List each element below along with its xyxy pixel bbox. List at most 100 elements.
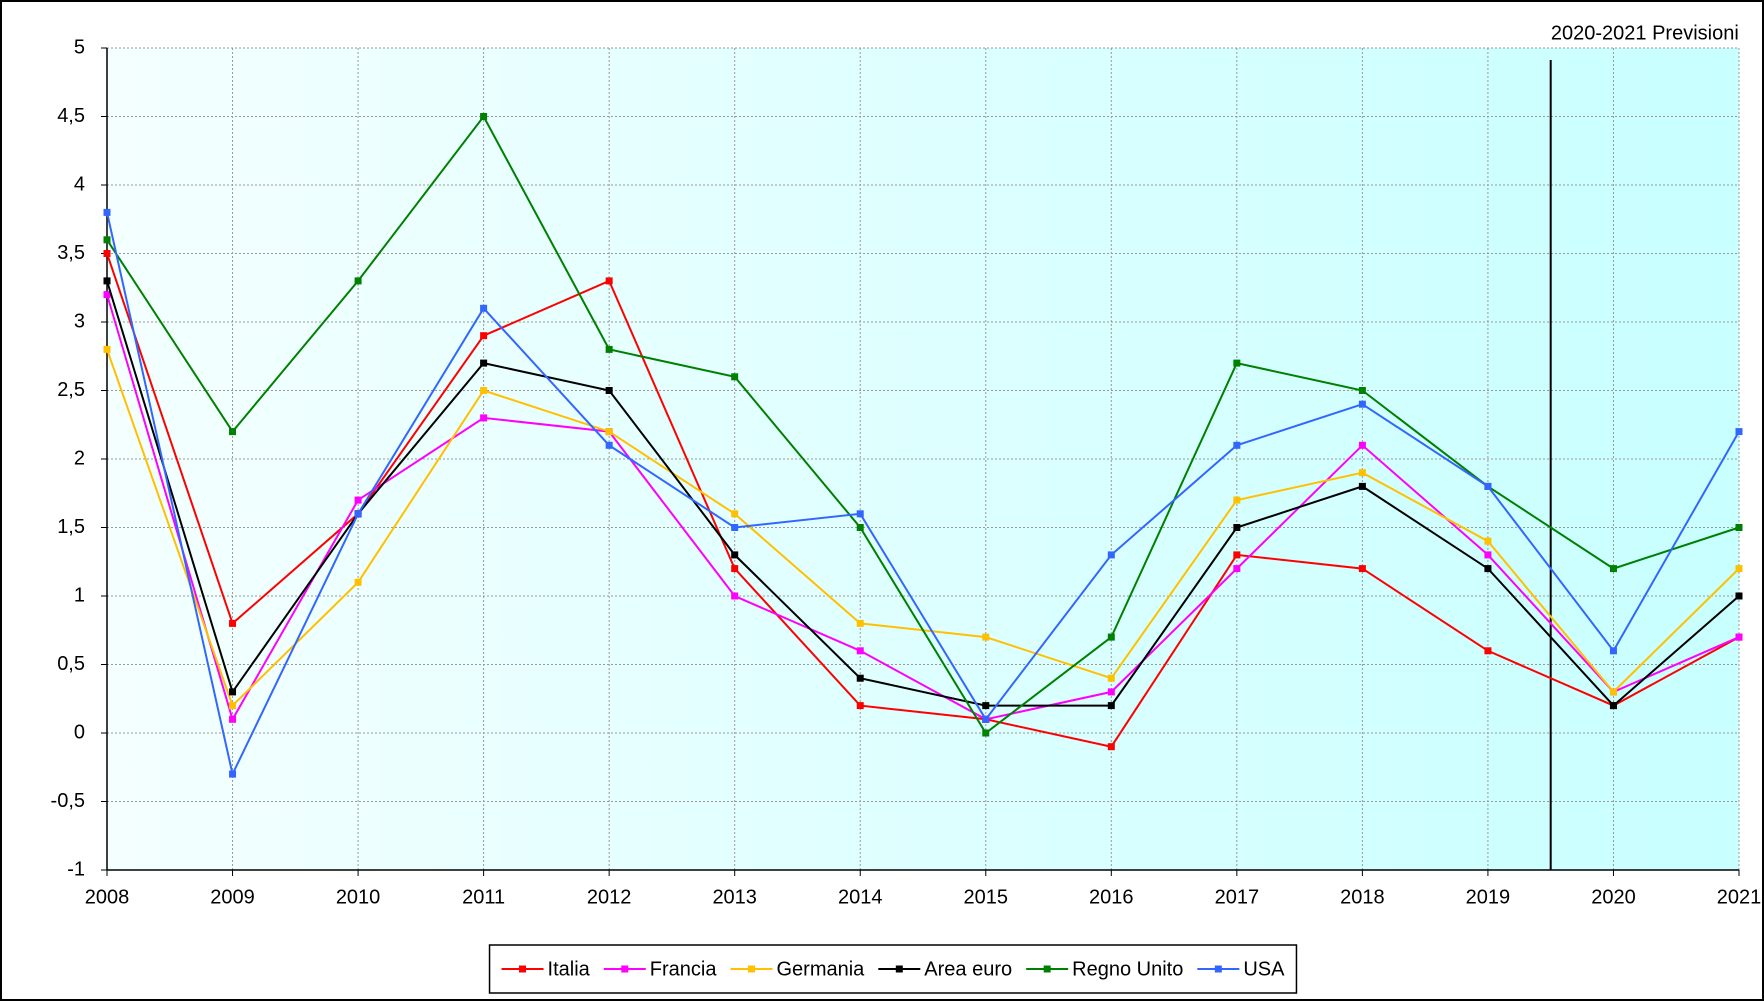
legend-item: Italia [501,958,591,980]
series-line [106,294,1740,722]
series-line [106,253,1740,748]
data-point [1233,524,1241,531]
data-point [480,414,488,422]
data-point [856,674,864,682]
data-point [1609,688,1617,696]
data-point [1107,633,1115,641]
data-point [1233,551,1241,559]
data-point [1484,647,1492,655]
data-point [229,428,237,436]
legend-label: Regno Unito [1072,958,1183,980]
data-point [1735,592,1743,600]
x-tick-label: 2018 [1340,886,1385,908]
data-point [1735,524,1743,531]
data-point [1358,441,1366,449]
data-point [856,702,864,710]
x-tick-label: 2015 [964,886,1009,908]
data-point [731,524,739,531]
data-point [982,729,990,737]
data-point [856,510,864,518]
data-point [229,715,237,723]
data-point [731,565,739,573]
data-point [605,428,613,436]
y-tick-label: 3 [74,310,85,332]
data-point [731,551,739,559]
data-point [605,277,613,285]
series-line [106,114,1740,735]
legend-item: Area euro [878,958,1012,980]
data-point [982,633,990,641]
data-point [103,291,111,299]
x-tick-label: 2009 [210,886,255,908]
y-tick-label: -1 [67,858,85,880]
legend-marker [1214,965,1222,973]
data-point [480,359,488,367]
data-point [1609,565,1617,573]
data-point [982,702,990,710]
data-point [1735,428,1743,436]
data-point [103,277,111,285]
x-tick-label: 2016 [1089,886,1134,908]
data-point [1107,551,1115,559]
legend-item: Regno Unito [1026,958,1183,980]
legend-item: Francia [603,958,718,980]
data-point [354,578,362,586]
data-point [1484,565,1492,573]
data-point [1107,674,1115,682]
data-point [354,496,362,504]
x-tick-label: 2012 [587,886,632,908]
x-tick-label: 2013 [712,886,757,908]
annotation: 2020-2021 Previsioni [1551,22,1739,44]
x-tick-label: 2014 [838,886,883,908]
legend-marker [1043,965,1051,973]
y-tick-label: 4,5 [57,105,85,127]
data-point [1484,537,1492,545]
y-tick-label: 0,5 [57,653,85,675]
legend-label: Italia [548,958,591,980]
data-point [354,277,362,285]
x-tick-label: 2021 [1717,886,1762,908]
legend-item: Germania [730,958,865,980]
data-point [1358,387,1366,394]
data-point [1609,647,1617,655]
data-point [731,373,739,381]
data-point [1484,482,1492,490]
data-point [605,441,613,449]
legend: Italia Francia Germania Area euro Regno Unit… [488,944,1298,994]
x-tick-label: 2010 [336,886,381,908]
data-point [103,236,111,244]
x-tick-label: 2008 [85,886,130,908]
data-point [1735,565,1743,573]
legend-label: Francia [650,958,718,980]
data-point [103,250,111,257]
data-point [1233,359,1241,367]
y-tick-label: 1 [74,584,85,606]
data-point [229,770,237,778]
series-line [106,280,1740,707]
y-tick-label: 2 [74,447,85,469]
x-tick-label: 2017 [1215,886,1260,908]
data-point [354,510,362,518]
data-point [480,304,488,312]
data-point [1107,688,1115,696]
data-point [731,592,739,600]
data-point [480,332,488,340]
data-point [856,647,864,655]
data-point [856,524,864,531]
legend-marker [747,965,755,973]
legend-item: USA [1197,958,1285,980]
data-point [1358,400,1366,408]
data-point [1233,565,1241,573]
data-point [1735,633,1743,641]
data-point [1484,551,1492,559]
y-tick-label: 5 [74,36,85,58]
y-tick-label: 1,5 [57,516,85,538]
data-point [1233,496,1241,504]
legend-label: Germania [776,958,865,980]
legend-label: Area euro [924,958,1012,980]
legend-marker [621,965,629,973]
data-point [480,387,488,394]
data-point [1233,441,1241,449]
y-tick-label: -0,5 [51,790,85,812]
